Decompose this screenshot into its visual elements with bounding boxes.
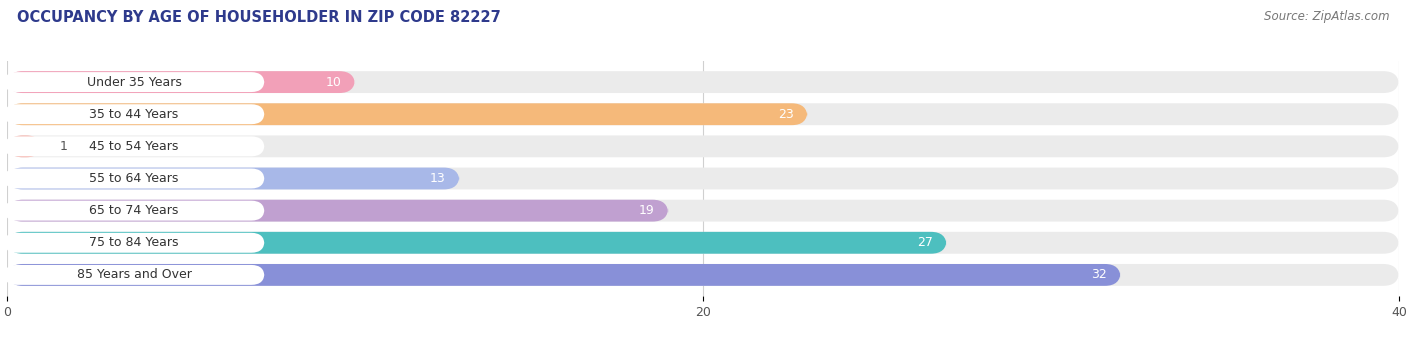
FancyBboxPatch shape xyxy=(7,232,946,254)
Text: Source: ZipAtlas.com: Source: ZipAtlas.com xyxy=(1264,10,1389,23)
FancyBboxPatch shape xyxy=(7,264,1399,286)
Text: 85 Years and Over: 85 Years and Over xyxy=(76,268,191,282)
FancyBboxPatch shape xyxy=(7,71,1399,93)
FancyBboxPatch shape xyxy=(4,265,264,285)
FancyBboxPatch shape xyxy=(7,168,1399,189)
FancyBboxPatch shape xyxy=(7,200,668,222)
FancyBboxPatch shape xyxy=(7,71,354,93)
Text: 19: 19 xyxy=(638,204,654,217)
FancyBboxPatch shape xyxy=(4,72,264,92)
Text: 23: 23 xyxy=(778,108,793,121)
FancyBboxPatch shape xyxy=(7,168,460,189)
FancyBboxPatch shape xyxy=(7,135,1399,157)
Text: 1: 1 xyxy=(59,140,67,153)
FancyBboxPatch shape xyxy=(4,233,264,253)
FancyBboxPatch shape xyxy=(7,103,1399,125)
Text: 75 to 84 Years: 75 to 84 Years xyxy=(90,236,179,249)
Text: 10: 10 xyxy=(325,75,342,89)
FancyBboxPatch shape xyxy=(4,201,264,221)
FancyBboxPatch shape xyxy=(7,135,42,157)
Text: 55 to 64 Years: 55 to 64 Years xyxy=(90,172,179,185)
Text: 65 to 74 Years: 65 to 74 Years xyxy=(90,204,179,217)
FancyBboxPatch shape xyxy=(7,103,807,125)
FancyBboxPatch shape xyxy=(7,264,1121,286)
Text: Under 35 Years: Under 35 Years xyxy=(87,75,181,89)
Text: 27: 27 xyxy=(917,236,932,249)
Text: 45 to 54 Years: 45 to 54 Years xyxy=(90,140,179,153)
FancyBboxPatch shape xyxy=(4,169,264,188)
Text: 13: 13 xyxy=(430,172,446,185)
FancyBboxPatch shape xyxy=(7,232,1399,254)
FancyBboxPatch shape xyxy=(4,136,264,156)
Text: 35 to 44 Years: 35 to 44 Years xyxy=(90,108,179,121)
FancyBboxPatch shape xyxy=(7,200,1399,222)
Text: 32: 32 xyxy=(1091,268,1107,282)
Text: OCCUPANCY BY AGE OF HOUSEHOLDER IN ZIP CODE 82227: OCCUPANCY BY AGE OF HOUSEHOLDER IN ZIP C… xyxy=(17,10,501,25)
FancyBboxPatch shape xyxy=(4,104,264,124)
